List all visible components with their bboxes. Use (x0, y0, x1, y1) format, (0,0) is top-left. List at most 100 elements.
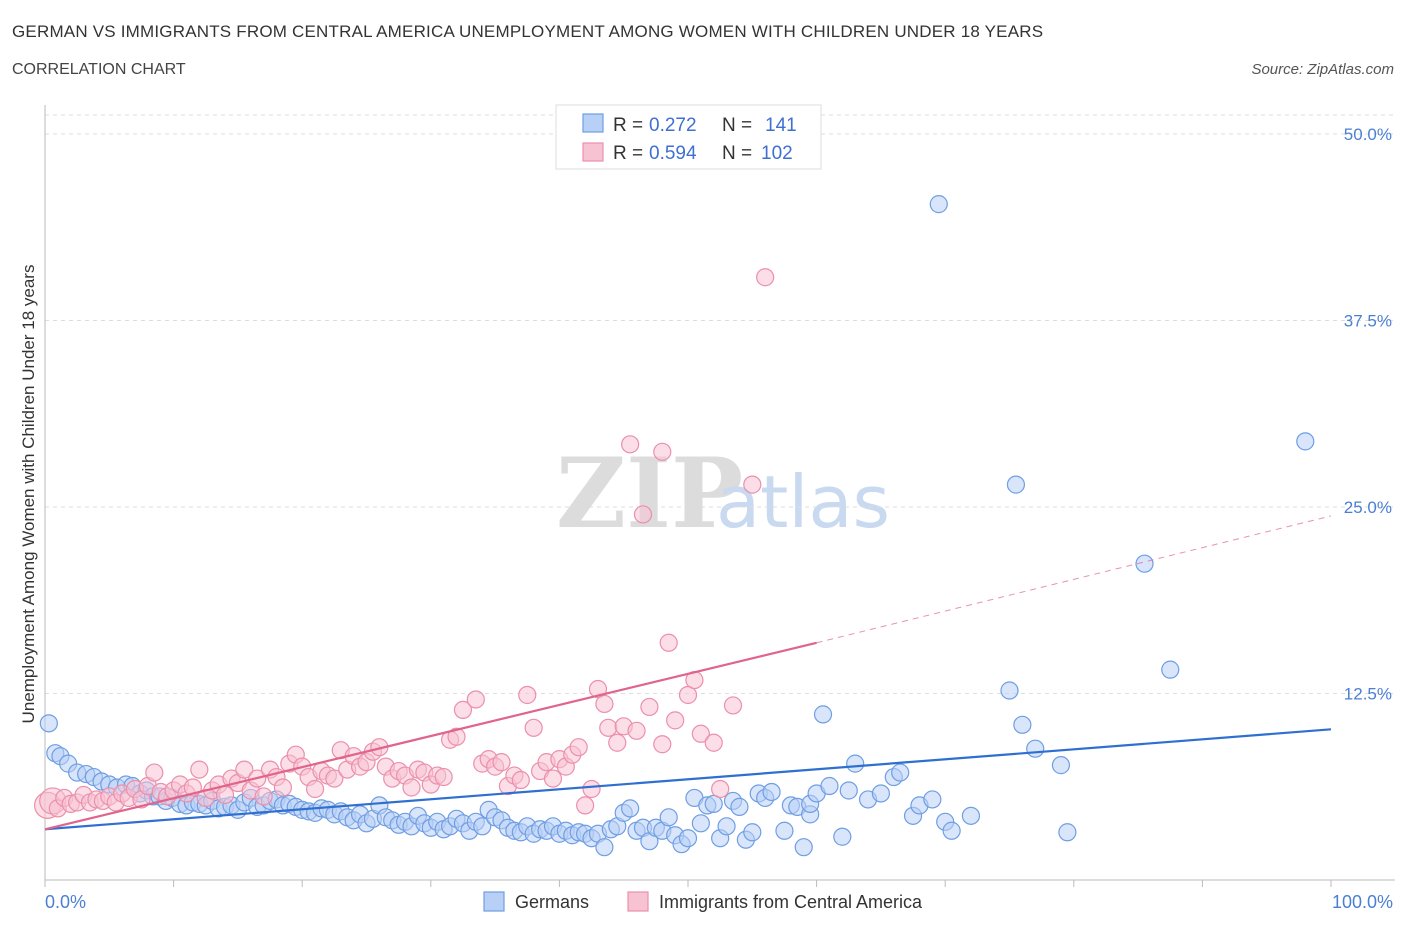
immigrants-point (215, 785, 235, 805)
y-tick-label: 12.5% (1344, 685, 1392, 704)
trend-lines (44, 515, 1332, 831)
immigrants-point (627, 721, 646, 740)
bottom-legend-label-germans: Germans (515, 892, 589, 912)
source-credit: Source: ZipAtlas.com (1251, 61, 1394, 78)
immigrants-point (608, 733, 627, 752)
germans-points (39, 195, 1315, 857)
immigrants-point (691, 724, 710, 743)
immigrants-point (659, 633, 678, 652)
immigrants-point (492, 753, 511, 772)
immigrants-point (756, 268, 775, 287)
tick-labels: 12.5% 25.0% 37.5% 50.0% 0.0% 100.0% (45, 125, 1393, 912)
germans-point (1296, 432, 1315, 451)
germans-point (39, 714, 58, 733)
immigrants-point (511, 770, 530, 790)
immigrants-point (640, 697, 659, 717)
germans-point (1058, 823, 1077, 842)
germans-point (891, 763, 910, 782)
immigrants-point (524, 718, 543, 737)
legend-r-value-immigrants: 0.594 (649, 143, 697, 164)
grid-lines (45, 114, 1395, 694)
immigrants-trend-line (44, 641, 817, 831)
immigrants-point (711, 779, 730, 799)
germans-point (621, 799, 640, 818)
immigrants-point (704, 733, 723, 752)
y-tick-label: 25.0% (1344, 498, 1392, 517)
immigrants-point (653, 735, 672, 754)
legend-swatch-germans (582, 113, 604, 133)
immigrants-point (254, 787, 273, 806)
axes (44, 105, 1395, 887)
y-axis-label: Unemployment Among Women with Children U… (19, 265, 38, 724)
germans-point (929, 195, 948, 214)
germans-point (762, 782, 781, 802)
y-tick-label: 37.5% (1344, 312, 1392, 331)
immigrants-point (453, 700, 473, 720)
immigrants-point (633, 505, 653, 524)
immigrants-point (145, 763, 164, 782)
germans-point (942, 821, 961, 840)
germans-point (813, 705, 833, 724)
x-tick-label: 100.0% (1332, 892, 1393, 912)
chart-title: GERMAN VS IMMIGRANTS FROM CENTRAL AMERIC… (12, 22, 1044, 41)
germans-point (1135, 554, 1154, 573)
germans-point (1000, 681, 1019, 700)
immigrants-point (518, 685, 537, 705)
bottom-legend-label-immigrants: Immigrants from Central America (659, 892, 923, 912)
immigrants-point (447, 727, 466, 746)
immigrants-point (621, 435, 640, 454)
germans-point (846, 754, 865, 773)
legend-r-value-germans: 0.272 (649, 115, 697, 136)
series-legend: Germans Immigrants from Central America (483, 891, 923, 912)
immigrants-point (325, 769, 344, 788)
immigrants-point (543, 769, 563, 788)
immigrants-point (666, 711, 685, 730)
germans-point (1006, 475, 1026, 494)
immigrants-point (743, 475, 762, 494)
immigrants-point (273, 778, 293, 797)
legend-n-value-immigrants: 102 (761, 143, 793, 164)
legend-r-label-immigrants: R = (613, 143, 643, 164)
germans-point (871, 784, 891, 803)
immigrants-point (576, 796, 595, 815)
bottom-legend-swatch-germans (483, 891, 505, 912)
germans-point (820, 776, 839, 796)
immigrants-point (305, 779, 325, 799)
immigrants-point (582, 779, 601, 799)
immigrants-point (569, 738, 588, 757)
germans-point (678, 829, 698, 848)
legend-n-value-germans: 141 (765, 115, 797, 136)
bottom-legend-swatch-immigrants (627, 891, 649, 912)
immigrants-point (466, 690, 485, 709)
legend-n-label-germans: N = (722, 115, 752, 136)
germans-point (595, 838, 614, 857)
correlation-legend: R = 0.272 N = 141 R = 0.594 N = 102 (555, 104, 822, 170)
chart-subtitle: CORRELATION CHART (12, 61, 186, 78)
y-tick-label: 50.0% (1344, 125, 1392, 144)
immigrants-point (653, 442, 672, 461)
immigrants-point (723, 696, 743, 715)
immigrants-point (235, 760, 254, 779)
germans-point (839, 781, 858, 800)
germans-point (775, 821, 794, 840)
germans-point (1161, 660, 1180, 679)
immigrants-point (434, 767, 453, 787)
x-tick-label: 0.0% (45, 892, 86, 912)
immigrants-trend-extension (816, 515, 1332, 644)
germans-point (1051, 756, 1071, 775)
immigrants-point (402, 778, 421, 797)
germans-trend-line (44, 728, 1332, 831)
germans-point (1026, 739, 1045, 758)
legend-r-label-germans: R = (613, 115, 643, 136)
germans-point (833, 827, 852, 846)
germans-point (923, 790, 942, 809)
germans-point (730, 797, 749, 816)
germans-point (473, 817, 492, 836)
germans-point (743, 823, 762, 842)
germans-point (961, 806, 981, 825)
immigrants-point (595, 694, 614, 714)
immigrants-point (599, 718, 618, 737)
germans-point (691, 814, 710, 833)
legend-swatch-immigrants (582, 142, 604, 162)
